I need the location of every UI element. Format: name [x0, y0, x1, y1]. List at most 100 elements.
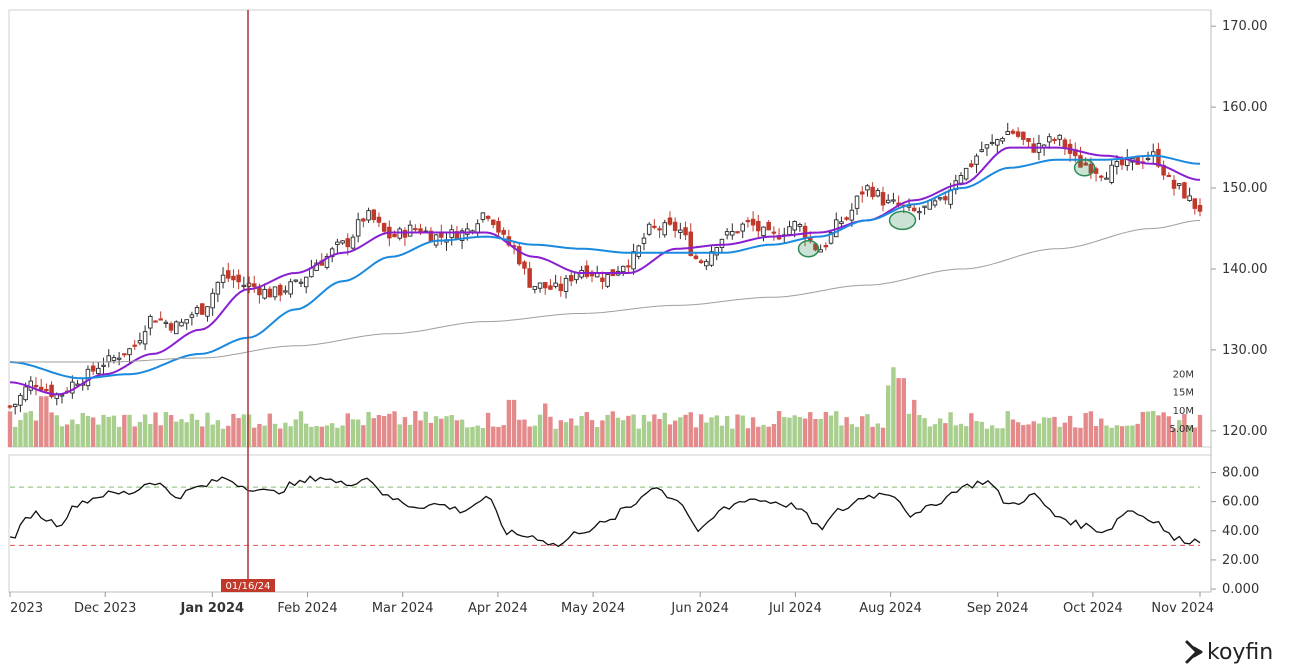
candle-body	[355, 219, 361, 237]
candle	[969, 159, 974, 169]
volume-bar	[163, 411, 169, 447]
volume-bar	[870, 426, 875, 447]
candle-body	[288, 281, 293, 295]
candle	[730, 223, 735, 240]
candle	[70, 375, 75, 399]
candle-body	[257, 287, 262, 296]
volume-bar	[917, 414, 922, 447]
candle-body	[522, 261, 527, 269]
candle	[766, 220, 771, 231]
candle-body	[44, 389, 49, 392]
volume-bar	[896, 378, 901, 447]
candle	[1166, 172, 1172, 178]
candle-body	[745, 220, 751, 223]
candle	[184, 319, 189, 330]
volume-bar	[220, 428, 226, 447]
volume-bar	[262, 425, 267, 447]
candle-body	[911, 207, 917, 212]
candle-body	[652, 225, 657, 228]
candle	[1057, 134, 1062, 146]
candle-body	[1026, 138, 1031, 142]
volume-bar	[683, 414, 688, 447]
volume-bar	[179, 419, 184, 447]
candle-body	[184, 319, 189, 324]
volume-bar	[579, 416, 584, 447]
candle-body	[730, 231, 735, 236]
candle-body	[1000, 137, 1005, 142]
candle	[771, 226, 777, 241]
volume-bar	[553, 428, 558, 447]
volume-bar	[1041, 417, 1047, 447]
volume-bar	[475, 425, 480, 447]
volume-bar	[839, 425, 844, 447]
candle-body	[1171, 179, 1177, 189]
candle-body	[854, 195, 860, 209]
candle	[584, 260, 590, 279]
volume-bar	[595, 426, 600, 447]
candle	[704, 258, 709, 271]
volume-bar	[1151, 410, 1156, 447]
candle-body	[865, 185, 870, 191]
volume-bar	[1099, 418, 1104, 447]
candle-body	[272, 286, 278, 298]
candle	[168, 321, 174, 333]
candle	[984, 144, 990, 156]
volume-bar	[1036, 423, 1042, 447]
volume-bar	[215, 420, 221, 447]
volume-bar	[1187, 425, 1192, 447]
volume-bar	[1010, 419, 1016, 447]
volume-bar	[324, 425, 330, 447]
candle	[210, 288, 215, 316]
candle-body	[750, 218, 756, 226]
candle-body	[381, 222, 387, 232]
candle-body	[96, 367, 101, 375]
candle-body	[917, 211, 922, 214]
candle	[646, 222, 652, 236]
candle-body	[402, 229, 408, 238]
annotation-ellipse	[888, 210, 917, 231]
oscillator-tick-label: 80.00	[1222, 465, 1259, 480]
candle	[44, 383, 49, 393]
volume-bar	[745, 428, 751, 447]
volume-bar	[392, 411, 397, 447]
volume-bar	[1057, 426, 1062, 447]
candle	[1015, 127, 1021, 139]
candle-body	[979, 149, 984, 152]
volume-bar	[652, 414, 657, 447]
volume-bar	[387, 413, 392, 447]
x-tick-label: Mar 2024	[372, 601, 434, 616]
candle-body	[568, 275, 574, 282]
candle-body	[995, 139, 1000, 146]
volume-bar	[922, 418, 927, 447]
candle-body	[823, 244, 829, 248]
candle-body	[813, 243, 818, 251]
candle	[496, 217, 501, 237]
volume-bar	[901, 378, 906, 447]
volume-bar	[449, 415, 454, 447]
candle	[231, 269, 236, 288]
candle	[303, 276, 309, 294]
volume-bar	[719, 425, 725, 447]
volume-bar	[813, 419, 818, 447]
candle-body	[90, 365, 96, 372]
candle	[272, 286, 278, 301]
candle-body	[241, 284, 247, 287]
candle-body	[740, 223, 745, 232]
candle	[1109, 159, 1114, 185]
volume-bar	[953, 425, 958, 447]
volume-bar	[574, 425, 579, 447]
koyfin-logo[interactable]: koyfin	[1185, 640, 1273, 665]
volume-bar	[496, 426, 501, 447]
candle-body	[413, 228, 418, 231]
volume-bar	[818, 418, 823, 447]
volume-bar	[886, 385, 891, 447]
candle-body	[153, 320, 158, 323]
volume-bar	[413, 411, 418, 447]
volume-bar	[698, 414, 704, 447]
candle-body	[267, 288, 273, 298]
candle-body	[277, 284, 283, 296]
candle-body	[1021, 131, 1026, 140]
volume-bar	[522, 419, 527, 447]
candle-body	[657, 228, 662, 231]
candle-body	[792, 221, 797, 231]
